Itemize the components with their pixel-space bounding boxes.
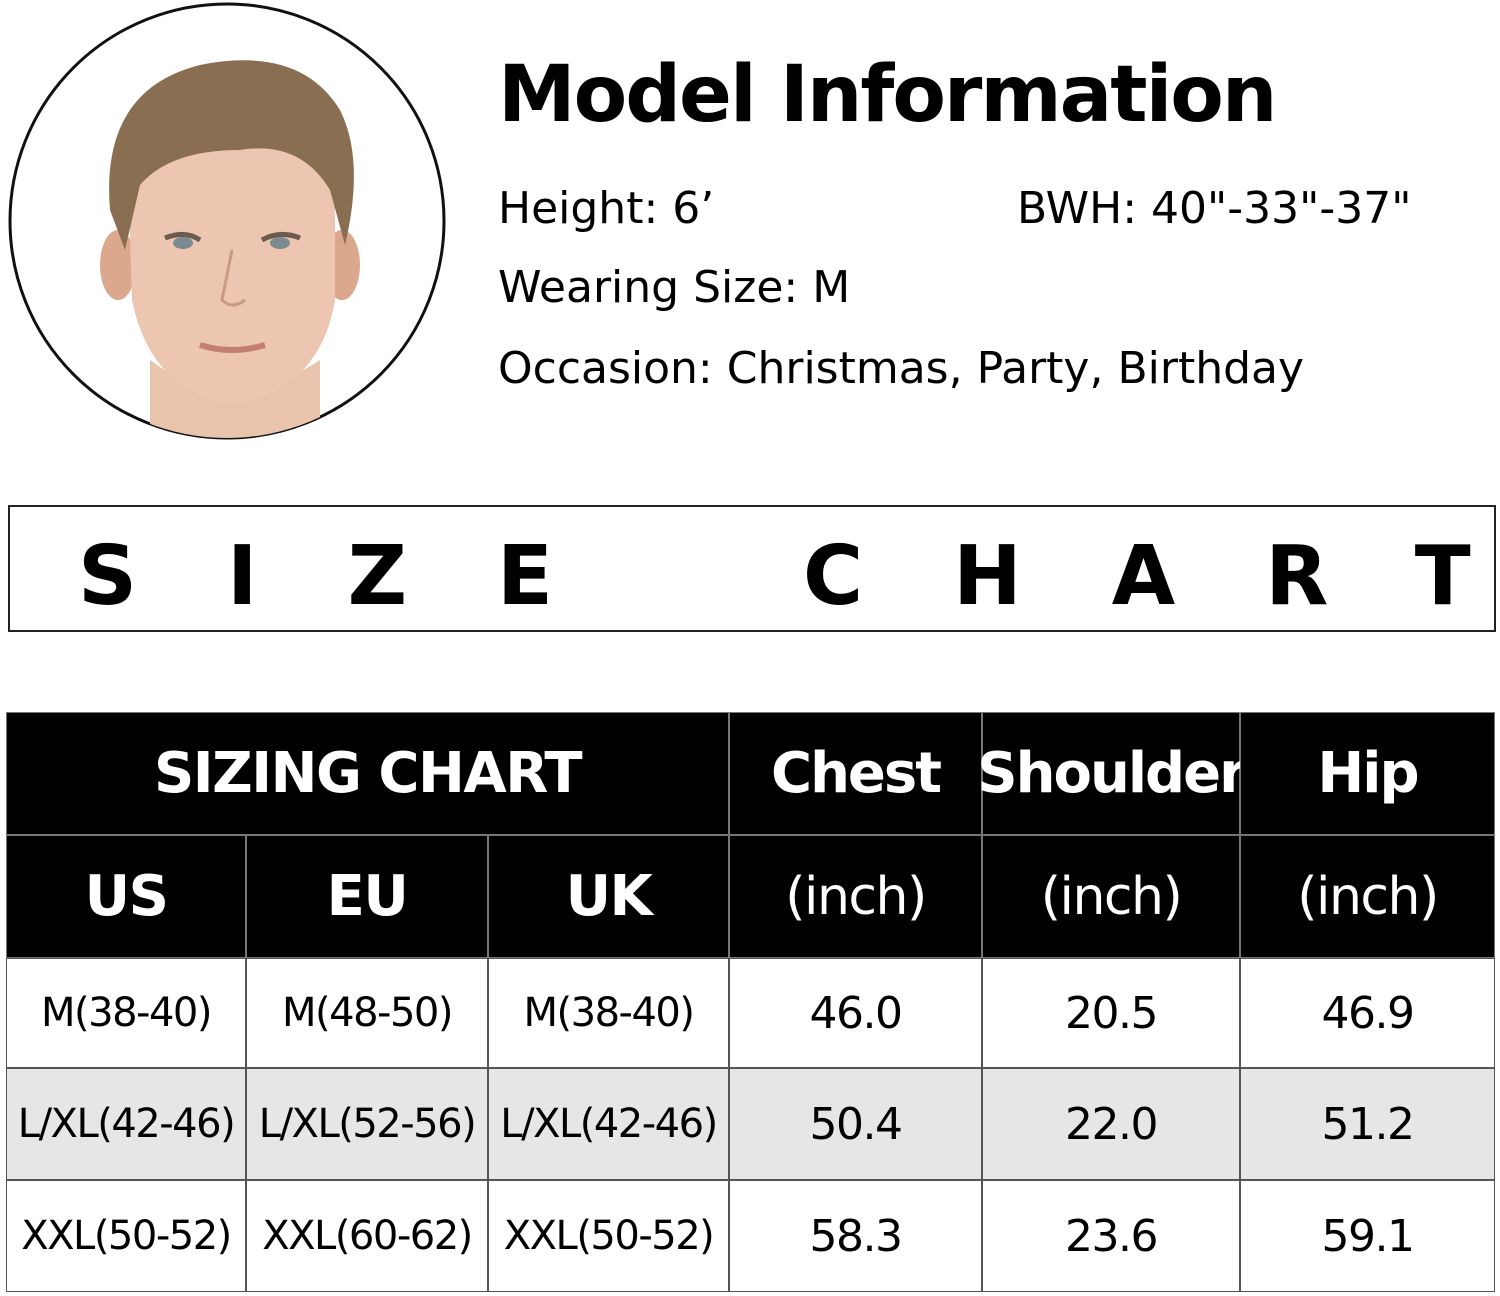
model-bwh: BWH: 40"-33"-37" [1017,183,1412,234]
table-title: SIZING CHART [6,712,729,835]
table-cell: 23.6 [982,1180,1240,1292]
table-cell: XXL(50-52) [6,1180,246,1292]
table-cell: 51.2 [1240,1068,1495,1180]
table-cell: 50.4 [729,1068,982,1180]
model-wearing-size: Wearing Size: M [498,262,851,313]
model-occasion: Occasion: Christmas, Party, Birthday [498,343,1305,394]
banner-word: SIZE [78,529,644,624]
table-cell: 46.0 [729,958,982,1068]
region-header: EU [246,835,488,958]
table-cell: 59.1 [1240,1180,1495,1292]
table-cell: 22.0 [982,1068,1240,1180]
column-header: Chest [729,712,982,835]
table-cell: M(38-40) [6,958,246,1068]
banner-word: CHART [803,529,1500,624]
table-cell: L/XL(42-46) [6,1068,246,1180]
table-cell: 58.3 [729,1180,982,1292]
region-header: US [6,835,246,958]
table-cell: M(38-40) [488,958,729,1068]
table-cell: 46.9 [1240,958,1495,1068]
table-cell: XXL(50-52) [488,1180,729,1292]
column-unit: (inch) [1240,835,1495,958]
model-portrait [8,2,446,440]
table-cell: L/XL(52-56) [246,1068,488,1180]
table-cell: M(48-50) [246,958,488,1068]
size-chart-banner: SIZE CHART [8,505,1496,632]
table-cell: 20.5 [982,958,1240,1068]
region-header: UK [488,835,729,958]
table-cell: L/XL(42-46) [488,1068,729,1180]
model-title: Model Information [498,50,1277,140]
column-header: Shoulder [977,712,1247,835]
column-unit: (inch) [729,835,982,958]
table-cell: XXL(60-62) [246,1180,488,1292]
model-height: Height: 6’ [498,183,715,234]
column-header: Hip [1240,712,1495,835]
column-unit: (inch) [982,835,1240,958]
